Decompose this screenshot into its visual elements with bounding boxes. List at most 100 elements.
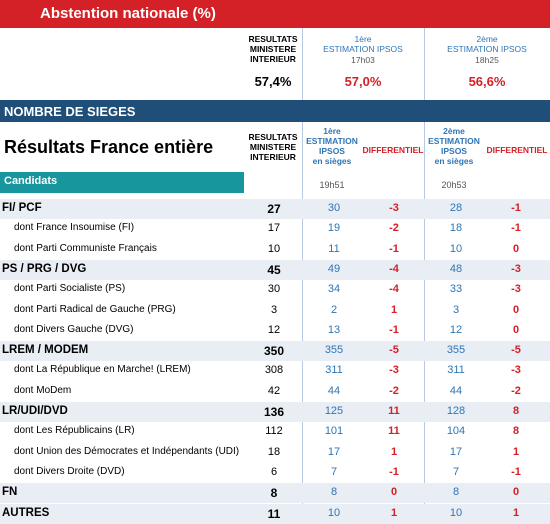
cell-diff2: -1 [511, 222, 521, 235]
cell-est1: 101 [324, 425, 344, 438]
cell-diff1: -3 [389, 202, 399, 214]
row-label: FI/ PCF [2, 202, 42, 214]
table-row: dont Divers Gauche (DVG) 12 13 -1 12 0 [0, 321, 550, 341]
cell-diff1: 1 [390, 506, 398, 519]
cell-diff2: 0 [512, 303, 520, 316]
cell-ministere: 30 [267, 283, 281, 296]
table-row: LREM / MODEM 350 355 -5 355 -5 [0, 341, 550, 362]
table-row: FI/ PCF 27 30 -3 28 -1 [0, 199, 550, 219]
sieges-time2: 20h53 [441, 180, 467, 190]
abstention-val-ministere: 57,4% [254, 74, 292, 89]
page-title: Résultats France entière [4, 137, 214, 157]
table-row: dont Union des Démocrates et Indépendant… [0, 443, 550, 463]
cell-diff2: 0 [512, 242, 520, 255]
cell-est2: 33 [449, 283, 463, 296]
table-row: FN 8 8 0 8 0 [0, 483, 550, 504]
cell-est1: 2 [330, 303, 338, 316]
divider [424, 28, 425, 100]
row-label: LREM / MODEM [2, 344, 89, 357]
cell-diff2: 8 [512, 405, 520, 417]
table-row: dont Les Républicains (LR) 112 101 11 104 8 [0, 422, 550, 442]
cell-est1: 34 [327, 283, 341, 296]
cell-diff1: -3 [389, 364, 399, 377]
row-label: dont MoDem [14, 384, 72, 396]
row-label: dont Union des Démocrates et Indépendant… [14, 445, 240, 457]
table-row: dont Parti Communiste Français 10 11 -1 10 0 [0, 240, 550, 260]
cell-ministere: 112 [265, 425, 283, 438]
cell-diff1: -4 [389, 283, 399, 296]
table-row: LR/UDI/DVD 136 125 11 128 8 [0, 402, 550, 422]
cell-ministere: 27 [267, 202, 281, 216]
cell-diff2: 0 [512, 486, 520, 499]
cell-est2: 128 [446, 405, 466, 417]
table-row: dont Parti Socialiste (PS) 30 34 -4 33 -3 [0, 280, 550, 300]
row-label: dont Parti Socialiste (PS) [14, 283, 126, 295]
cell-ministere: 136 [263, 405, 285, 419]
table-row: AUTRES 11 10 1 10 1 [0, 503, 550, 524]
cell-est2: 3 [452, 303, 460, 316]
abstention-est1-time: 17h03 [351, 55, 375, 65]
cell-ministere: 8 [270, 486, 278, 501]
cell-diff1: 0 [390, 486, 398, 499]
cell-est1: 10 [327, 506, 341, 519]
abstention-est2-time: 18h25 [475, 55, 499, 65]
abstention-col-est1: 1ère ESTIMATION IPSOS [323, 34, 403, 54]
cell-est2: 355 [446, 344, 466, 357]
cell-est1: 8 [330, 486, 338, 499]
cell-est1: 30 [327, 202, 341, 214]
table-row: dont MoDem 42 44 -2 44 -2 [0, 382, 550, 402]
row-label: dont France Insoumise (FI) [14, 222, 135, 234]
sieges-col-est1: 1ère ESTIMATION IPSOS en sièges [306, 126, 358, 166]
table-row: dont Divers Droite (DVD) 6 7 -1 7 -1 [0, 463, 550, 483]
cell-diff1: -2 [389, 222, 399, 235]
cell-est2: 12 [449, 323, 463, 336]
table-row: dont Parti Radical de Gauche (PRG) 3 2 1 3 0 [0, 301, 550, 321]
sieges-col-ministere: RESULTATS MINISTERE INTERIEUR [248, 132, 298, 162]
cell-ministere: 10 [267, 242, 281, 255]
cell-est2: 48 [449, 262, 463, 275]
cell-est1: 355 [324, 344, 344, 357]
cell-est2: 17 [449, 445, 463, 458]
row-label: PS / PRG / DVG [2, 262, 87, 275]
row-label: dont Les Républicains (LR) [14, 425, 135, 437]
cell-diff1: 11 [388, 405, 400, 417]
cell-diff1: -1 [389, 465, 399, 478]
abstention-header-bar: Abstention nationale (%) [0, 0, 550, 28]
cell-est1: 125 [324, 405, 344, 417]
cell-ministere: 17 [267, 222, 281, 235]
candidats-header: Candidats [0, 172, 244, 193]
cell-est1: 7 [330, 465, 338, 478]
cell-est1: 11 [328, 242, 340, 255]
cell-ministere: 3 [270, 303, 278, 316]
abstention-col-est2: 2ème ESTIMATION IPSOS [447, 34, 527, 54]
cell-est2: 10 [449, 506, 463, 519]
cell-diff1: -5 [389, 344, 399, 357]
row-label: LR/UDI/DVD [2, 405, 68, 417]
cell-est1: 13 [327, 323, 341, 336]
cell-ministere: 308 [264, 364, 284, 377]
cell-ministere: 11 [267, 506, 281, 521]
table-row: dont France Insoumise (FI) 17 19 -2 18 -1 [0, 219, 550, 239]
cell-est1: 49 [327, 262, 341, 275]
cell-ministere: 12 [267, 323, 281, 336]
divider [424, 122, 425, 517]
sieges-header-bar: NOMBRE DE SIEGES [0, 100, 550, 122]
cell-diff1: -1 [389, 242, 399, 255]
cell-est2: 10 [449, 242, 463, 255]
cell-est2: 28 [449, 202, 463, 214]
table-row: dont La République en Marche! (LREM) 308 3… [0, 361, 550, 381]
sieges-col-diff2: DIFFERENTIEL [486, 145, 548, 155]
cell-diff1: -1 [389, 323, 399, 336]
cell-diff2: 8 [512, 425, 520, 438]
cell-est2: 44 [449, 384, 463, 397]
row-label: FN [2, 486, 18, 499]
cell-ministere: 18 [267, 445, 281, 458]
candidats-label: Candidats [4, 175, 58, 187]
cell-ministere: 350 [263, 344, 285, 359]
cell-est1: 44 [327, 384, 341, 397]
sieges-col-est2: 2ème ESTIMATION IPSOS en sièges [428, 126, 480, 166]
cell-diff2: 0 [512, 323, 520, 336]
cell-diff1: 11 [388, 425, 400, 438]
cell-diff2: -1 [511, 202, 521, 214]
cell-diff2: 1 [512, 506, 520, 519]
